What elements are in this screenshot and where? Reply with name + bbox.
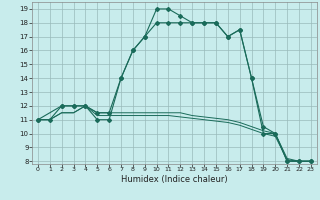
X-axis label: Humidex (Indice chaleur): Humidex (Indice chaleur) [121, 175, 228, 184]
